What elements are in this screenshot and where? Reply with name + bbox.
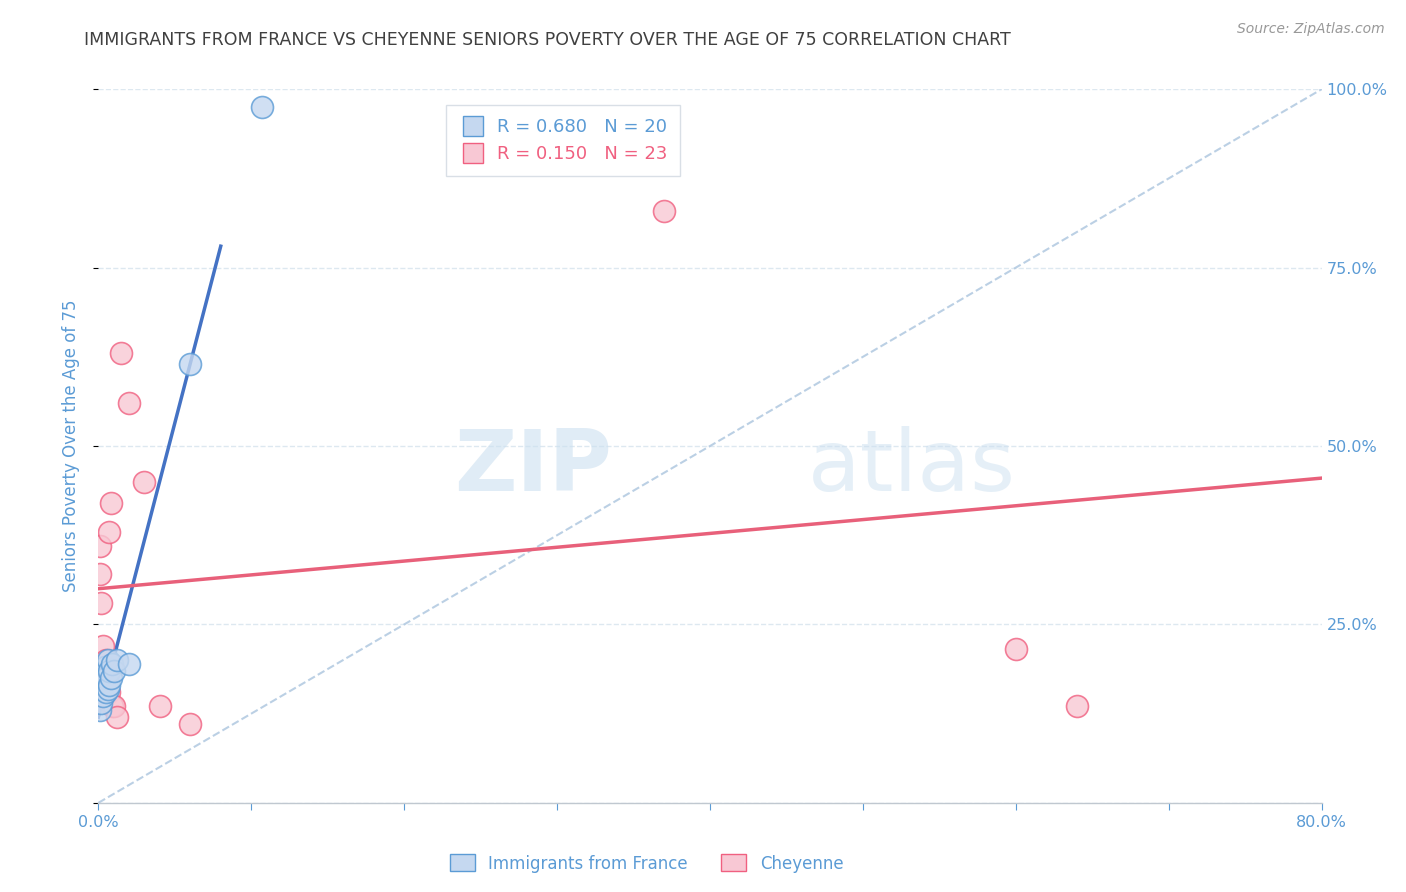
Point (105, 653, 128, 667)
Text: ZIP: ZIP (454, 425, 612, 509)
Point (101, 657, 124, 671)
Point (90, 596, 112, 610)
Point (118, 396, 141, 410)
Point (93, 674, 115, 689)
Point (652, 203, 675, 218)
Text: IMMIGRANTS FROM FRANCE VS CHEYENNE SENIORS POVERTY OVER THE AGE OF 75 CORRELATIO: IMMIGRANTS FROM FRANCE VS CHEYENNE SENIO… (84, 31, 1011, 49)
Point (91, 685, 114, 699)
Point (179, 717, 201, 731)
Point (97, 653, 120, 667)
Point (118, 657, 141, 671)
Point (89, 539, 111, 553)
Point (97, 667, 120, 681)
Legend: R = 0.680   N = 20, R = 0.150   N = 23: R = 0.680 N = 20, R = 0.150 N = 23 (447, 105, 681, 176)
Point (1066, 699, 1088, 714)
Point (98, 664, 121, 678)
Point (97, 681, 120, 696)
Point (100, 496, 122, 510)
Point (1004, 642, 1026, 657)
Point (110, 346, 132, 360)
Point (98, 685, 121, 699)
Y-axis label: Seniors Poverty Over the Age of 75: Seniors Poverty Over the Age of 75 (62, 300, 80, 592)
Point (134, 475, 156, 489)
Text: atlas: atlas (808, 425, 1017, 509)
Point (91, 639, 114, 653)
Point (91, 667, 114, 681)
Point (100, 671, 122, 685)
Point (179, 357, 201, 371)
Point (105, 710, 128, 724)
Point (94, 685, 117, 699)
Point (98, 524, 121, 539)
Point (103, 699, 125, 714)
Point (250, 100, 273, 114)
Point (90, 681, 112, 696)
Point (89, 703, 111, 717)
Point (89, 567, 111, 582)
Point (93, 660, 115, 674)
Point (103, 664, 125, 678)
Legend: Immigrants from France, Cheyenne: Immigrants from France, Cheyenne (443, 847, 851, 880)
Point (101, 699, 124, 714)
Point (94, 653, 117, 667)
Point (149, 699, 172, 714)
Point (94, 671, 117, 685)
Point (98, 678, 121, 692)
Text: Source: ZipAtlas.com: Source: ZipAtlas.com (1237, 22, 1385, 37)
Point (91, 689, 114, 703)
Point (93, 671, 115, 685)
Point (90, 696, 112, 710)
Point (94, 685, 117, 699)
